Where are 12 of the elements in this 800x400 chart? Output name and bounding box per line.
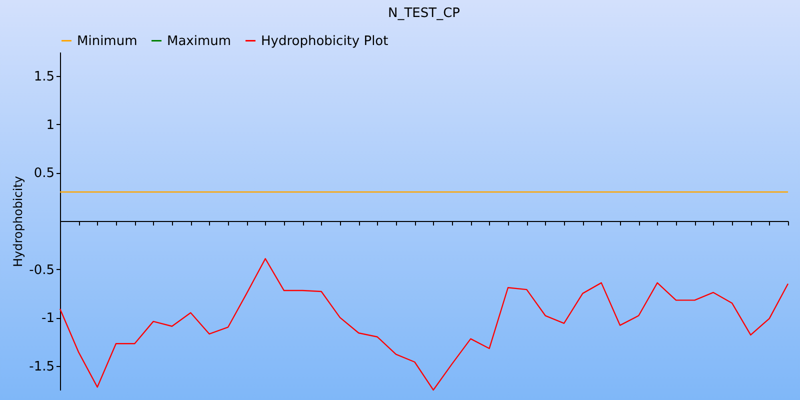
y-tick-label: 1 (46, 118, 54, 133)
y-tick-label: -0.5 (29, 262, 54, 278)
y-tick-label: -1.5 (29, 359, 54, 374)
y-axis-title: Hydrophobicity (11, 176, 26, 268)
legend-label: Hydrophobicity Plot (261, 34, 388, 49)
line-series (59, 258, 789, 391)
chart-title: N_TEST_CP (388, 6, 460, 21)
y-tick-label: 0.5 (34, 166, 54, 182)
legend-label: Minimum (77, 34, 138, 49)
legend-label: Maximum (167, 34, 232, 49)
y-tick-label: 1.5 (34, 70, 54, 85)
y-tick-label: -1 (42, 311, 54, 326)
